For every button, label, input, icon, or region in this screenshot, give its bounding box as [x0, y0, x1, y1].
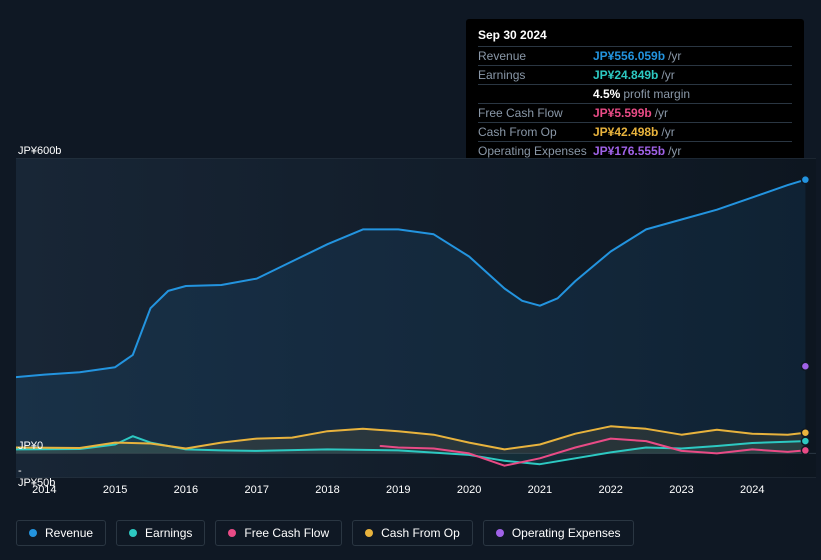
x-axis-tick: 2016 [174, 484, 198, 496]
tooltip-label: Operating Expenses [478, 144, 593, 158]
tooltip-margin-text: profit margin [623, 87, 690, 101]
tooltip-label: Revenue [478, 49, 593, 63]
tooltip-unit: /yr [661, 125, 674, 139]
legend-label: Revenue [45, 526, 93, 540]
x-axis-tick: 2014 [32, 484, 56, 496]
legend-label: Operating Expenses [512, 526, 621, 540]
x-axis-tick: 2018 [315, 484, 339, 496]
legend-swatch [29, 529, 37, 537]
y-axis-label: JP¥600b [18, 145, 45, 157]
x-axis-tick: 2020 [457, 484, 481, 496]
x-axis-tick: 2024 [740, 484, 764, 496]
tooltip-unit: /yr [668, 49, 681, 63]
legend-item[interactable]: Free Cash Flow [215, 520, 342, 546]
tooltip-unit: /yr [661, 68, 674, 82]
legend-item[interactable]: Cash From Op [352, 520, 473, 546]
chart-plot-area[interactable] [16, 158, 816, 478]
tooltip-unit: /yr [668, 144, 681, 158]
tooltip-value: JP¥176.555b [593, 144, 665, 158]
tooltip-row: Free Cash FlowJP¥5.599b/yr [478, 104, 792, 123]
tooltip-row: RevenueJP¥556.059b/yr [478, 47, 792, 66]
x-axis-tick: 2022 [598, 484, 622, 496]
x-axis: 2014 2015 2016 2017 2018 2019 2020 2021 2022 2023… [16, 484, 816, 504]
tooltip-row: 4.5%profit margin [478, 85, 792, 104]
data-tooltip: Sep 30 2024 RevenueJP¥556.059b/yrEarning… [466, 19, 804, 165]
legend-swatch [129, 529, 137, 537]
legend-label: Free Cash Flow [244, 526, 329, 540]
legend-swatch [365, 529, 373, 537]
tooltip-label [478, 87, 593, 101]
chart-svg [16, 158, 816, 478]
legend-label: Earnings [145, 526, 192, 540]
tooltip-row: Cash From OpJP¥42.498b/yr [478, 123, 792, 142]
tooltip-label: Free Cash Flow [478, 106, 593, 120]
tooltip-label: Cash From Op [478, 125, 593, 139]
x-axis-tick: 2015 [103, 484, 127, 496]
legend-item[interactable]: Operating Expenses [483, 520, 634, 546]
legend-label: Cash From Op [381, 526, 460, 540]
x-axis-tick: 2021 [528, 484, 552, 496]
legend: Revenue Earnings Free Cash Flow Cash From O… [16, 520, 634, 546]
x-axis-tick: 2023 [669, 484, 693, 496]
x-axis-tick: 2017 [244, 484, 268, 496]
tooltip-value: JP¥5.599b [593, 106, 652, 120]
tooltip-unit: /yr [655, 106, 668, 120]
tooltip-value: JP¥42.498b [593, 125, 658, 139]
y-axis-label: JP¥0 [18, 440, 45, 452]
tooltip-value: JP¥24.849b [593, 68, 658, 82]
legend-item[interactable]: Earnings [116, 520, 205, 546]
tooltip-row: EarningsJP¥24.849b/yr [478, 66, 792, 85]
legend-swatch [228, 529, 236, 537]
tooltip-value: JP¥556.059b [593, 49, 665, 63]
tooltip-label: Earnings [478, 68, 593, 82]
legend-swatch [496, 529, 504, 537]
tooltip-margin-value: 4.5% [593, 87, 620, 101]
tooltip-date: Sep 30 2024 [478, 24, 792, 47]
legend-item[interactable]: Revenue [16, 520, 106, 546]
x-axis-tick: 2019 [386, 484, 410, 496]
